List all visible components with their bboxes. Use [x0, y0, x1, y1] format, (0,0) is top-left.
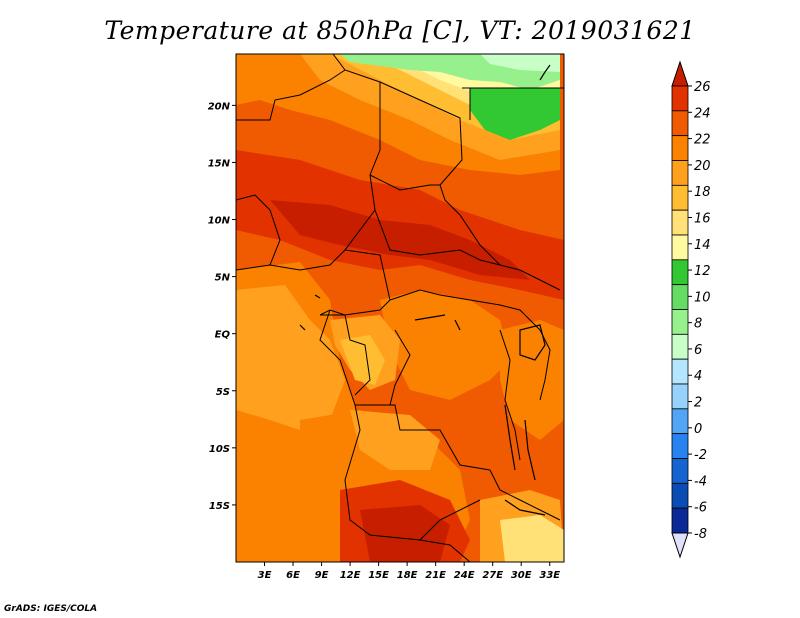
- region-angola-mild: [350, 410, 440, 470]
- colorbar-label: 24: [694, 106, 711, 121]
- lake-outlines: [299, 64, 551, 516]
- lat-tick-label: 5N: [215, 273, 231, 284]
- colorbar-under-triangle: [671, 532, 689, 559]
- lon-tick-label: 30E: [511, 570, 532, 581]
- region-gabon-mild: [236, 285, 345, 430]
- lon-tick-label: 33E: [539, 570, 560, 581]
- lat-tick-label: 15S: [209, 501, 230, 512]
- lat-tick-label: 5S: [216, 387, 230, 398]
- colorbar-label: 18: [694, 185, 711, 200]
- lon-tick-label: 27E: [482, 570, 503, 581]
- chart-title: Temperature at 850hPa [C], VT: 201903162…: [104, 16, 696, 45]
- country-borders: [236, 54, 564, 562]
- grads-credit: GrADS: IGES/COLA: [4, 604, 98, 614]
- colorbar-label: 4: [694, 369, 702, 384]
- colorbar-swatch: [671, 284, 689, 310]
- colorbar-label: -6: [694, 501, 707, 516]
- colorbar-swatch: [671, 408, 689, 435]
- lat-tick-label: 10S: [209, 444, 230, 455]
- lon-tick-label: 9E: [315, 570, 329, 581]
- colorbar-swatch: [671, 433, 689, 459]
- colorbar-label: 16: [694, 211, 711, 226]
- colorbar-swatch: [671, 259, 689, 286]
- colorbar-swatch: [671, 309, 689, 335]
- colorbar-label: 6: [694, 343, 702, 358]
- latitude-axis: 20N 15N 10N 5N EQ 5S 10S 15S: [208, 101, 236, 512]
- colorbar-swatch: [671, 110, 689, 137]
- colorbar-label: 10: [694, 290, 711, 305]
- colorbar-swatch: [671, 333, 689, 360]
- colorbar-swatch: [671, 383, 689, 410]
- colorbar-label: 26: [694, 80, 711, 95]
- region-egypt-green: [470, 88, 560, 140]
- colorbar-swatch: [671, 358, 689, 385]
- colorbar-swatch: [671, 85, 689, 112]
- region-central-cool: [340, 335, 385, 385]
- colorbar-label: 14: [694, 238, 711, 253]
- colorbar-label: 0: [694, 422, 702, 437]
- lat-tick-label: 15N: [208, 158, 231, 169]
- region-mozambique-pale: [500, 515, 564, 562]
- colorbar-label: -2: [694, 448, 707, 463]
- region-chad-hottest: [270, 200, 530, 280]
- lon-tick-label: 12E: [340, 570, 361, 581]
- lon-tick-label: 3E: [258, 570, 272, 581]
- map-border: [235, 53, 565, 563]
- colorbar-over-triangle: [671, 60, 689, 87]
- colorbar-label: 20: [694, 159, 711, 174]
- colorbar-swatch: [671, 507, 689, 534]
- colorbar-label: 8: [694, 317, 702, 332]
- lat-tick-label: 20N: [208, 101, 231, 112]
- lon-tick-label: 15E: [368, 570, 389, 581]
- colorbar-label: -8: [694, 527, 707, 542]
- lon-tick-label: 21E: [425, 570, 446, 581]
- colorbar-swatch: [671, 458, 689, 484]
- colorbar-label: 12: [694, 264, 711, 279]
- lon-tick-label: 6E: [286, 570, 300, 581]
- colorbar-swatch: [671, 234, 689, 261]
- colorbar-swatch: [671, 135, 689, 161]
- colorbar-swatch: [671, 209, 689, 236]
- region-sinai-cool: [480, 54, 560, 72]
- colorbar-swatch: [671, 482, 689, 509]
- colorbar-swatch: [671, 160, 689, 186]
- temperature-field: [236, 54, 564, 562]
- colorbar-swatch: [671, 184, 689, 211]
- lon-tick-label: 18E: [397, 570, 418, 581]
- colorbar-label: 2: [694, 396, 702, 411]
- lat-tick-label: EQ: [215, 330, 231, 341]
- region-drc-warm: [380, 290, 510, 400]
- lon-tick-label: 24E: [454, 570, 475, 581]
- region-tanzania-warm: [500, 320, 564, 440]
- colorbar-label: -4: [694, 474, 707, 489]
- region-zambia-hottest: [360, 505, 450, 562]
- longitude-axis: 3E 6E 9E 12E 15E 18E 21E 24E 27E 30E 33E: [258, 562, 560, 581]
- lat-tick-label: 10N: [208, 216, 231, 227]
- colorbar-label: 22: [694, 133, 711, 148]
